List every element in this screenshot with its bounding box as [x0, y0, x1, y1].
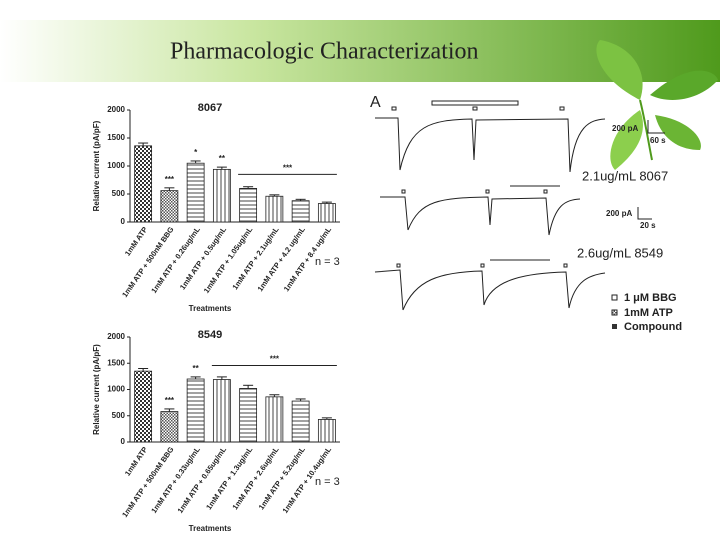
error-bar — [190, 160, 201, 164]
y-tick-label: 1500 — [107, 358, 125, 367]
x-axis-label: Treatments — [189, 304, 232, 313]
error-bar — [138, 368, 149, 372]
y-axis-label: Relative current (pA/pF) — [92, 120, 101, 211]
error-bar — [216, 376, 227, 380]
chart-title: 8067 — [198, 102, 222, 114]
bar — [265, 396, 284, 443]
significance-label: *** — [165, 175, 175, 184]
error-bar — [269, 194, 280, 197]
x-tick-label: 1mM ATP + 0.65ug/mL — [176, 445, 229, 515]
error-bar — [138, 142, 149, 146]
slide-title: Pharmacologic Characterization — [170, 39, 479, 65]
x-tick-label: 1mM ATP — [123, 445, 149, 477]
bar — [160, 190, 179, 223]
bar — [134, 145, 153, 223]
y-tick-label: 1000 — [107, 161, 125, 170]
error-bar — [216, 166, 227, 170]
significance-label: * — [194, 148, 198, 157]
x-tick-label: 1mM ATP — [123, 225, 149, 257]
scale-time: 20 s — [640, 221, 656, 230]
bar — [291, 200, 310, 223]
error-bar — [243, 384, 254, 389]
x-tick-label: 1mM ATP + 2.1ug/mL — [230, 225, 280, 292]
significance-label: *** — [270, 355, 280, 364]
x-tick-label: 1mM ATP + 500nM BBG — [120, 225, 176, 299]
legend-label: 1 μM BBG — [624, 292, 677, 304]
significance-label: *** — [283, 164, 293, 173]
legend-label: Compound — [624, 321, 682, 333]
y-tick-label: 1000 — [107, 385, 125, 394]
y-tick-label: 2000 — [107, 105, 125, 114]
bar — [134, 370, 153, 443]
error-bar — [243, 186, 254, 189]
legend-label: 1mM ATP — [624, 307, 673, 319]
panel-label: A — [370, 94, 381, 111]
bar — [317, 203, 336, 223]
x-tick-label: 1mM ATP + 0.26ug/mL — [149, 225, 202, 295]
error-bar — [190, 376, 201, 379]
bar — [212, 168, 231, 223]
bar — [186, 162, 205, 223]
note: n = 3 — [315, 256, 340, 268]
y-tick-label: 1500 — [107, 133, 125, 142]
y-axis-label: Relative current (pA/pF) — [92, 344, 101, 435]
y-tick-label: 0 — [121, 437, 126, 446]
bar — [186, 378, 205, 443]
chart-title: 8549 — [198, 329, 222, 341]
error-bar — [321, 417, 332, 420]
x-tick-label: 1mM ATP + 4.2 ug/mL — [255, 225, 307, 293]
bar — [291, 400, 310, 443]
error-bar — [269, 394, 280, 397]
x-tick-label: 1mM ATP + 5.2ug/mL — [257, 445, 307, 512]
y-tick-label: 2000 — [107, 332, 125, 341]
significance-label: ** — [219, 154, 226, 163]
leaves — [596, 40, 718, 170]
scale-current: 200 pA — [612, 124, 638, 133]
bar — [160, 411, 179, 443]
note: n = 3 — [315, 476, 340, 488]
y-tick-label: 0 — [121, 217, 126, 226]
error-bar — [164, 408, 175, 412]
x-tick-label: 1mM ATP + 2.6ug/mL — [230, 445, 280, 512]
trace-label: 2.6ug/mL 8549 — [577, 245, 663, 260]
significance-label: ** — [193, 364, 200, 373]
bar — [239, 388, 258, 443]
bar — [317, 419, 336, 443]
y-tick-label: 500 — [112, 189, 126, 198]
trace-label: 2.1ug/mL 8067 — [582, 168, 668, 183]
error-bar — [164, 187, 175, 191]
x-axis-label: Treatments — [189, 524, 232, 533]
scale-time: 60 s — [650, 136, 666, 145]
bar — [239, 187, 258, 223]
error-bar — [321, 201, 332, 204]
significance-label: *** — [165, 396, 175, 405]
x-tick-label: 1mM ATP + 0.5ug/mL — [178, 225, 228, 292]
scale-current: 200 pA — [606, 209, 632, 218]
error-bar — [295, 198, 306, 201]
bar — [265, 195, 284, 223]
x-tick-label: 1mM ATP + 500nM BBG — [120, 445, 176, 519]
x-tick-label: 1mM ATP + 1.05ug/mL — [202, 225, 255, 295]
bar — [212, 379, 231, 443]
traces: A 200 pA 60 s 2.1ug/mL 8067 200 pA 20 s … — [370, 94, 682, 333]
x-tick-label: 1mM ATP + 1.3ug/mL — [204, 445, 254, 512]
x-tick-label: 1mM ATP + 0.33ug/mL — [149, 445, 202, 515]
error-bar — [295, 398, 306, 402]
y-tick-label: 500 — [112, 411, 126, 420]
